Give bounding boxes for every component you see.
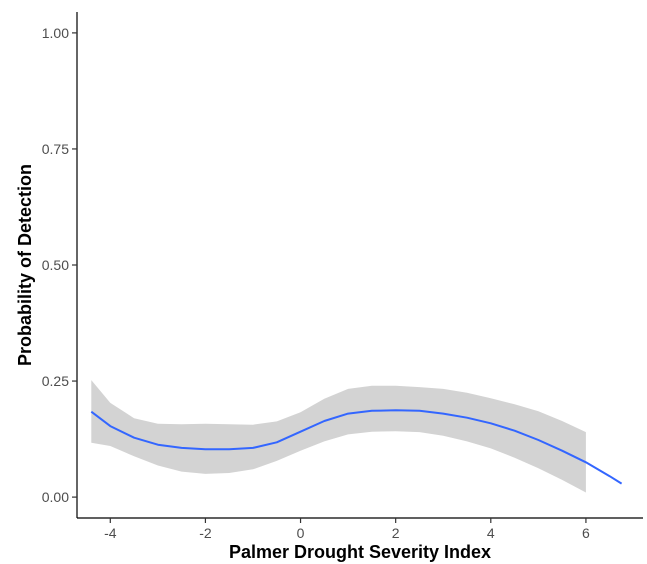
x-tick-label: 2	[392, 525, 400, 541]
x-tick-label: -4	[104, 525, 117, 541]
x-axis-title: Palmer Drought Severity Index	[229, 542, 491, 562]
y-tick-label: 0.00	[42, 489, 69, 505]
y-tick-label: 0.25	[42, 373, 69, 389]
fitted-line	[90, 409, 623, 485]
x-tick-label: 0	[297, 525, 305, 541]
x-tick-label: -2	[199, 525, 212, 541]
tick-layer: 0.00 0.25 0.50 0.75 1.00 -4 -2 0 2 4 6	[42, 25, 590, 541]
y-tick-label: 0.75	[42, 141, 69, 157]
confidence-band	[91, 380, 586, 493]
confidence-band-layer	[91, 380, 586, 493]
fitted-line-layer	[90, 409, 623, 485]
y-axis-title: Probability of Detection	[15, 164, 35, 366]
y-tick-label: 1.00	[42, 25, 69, 41]
x-tick-label: 6	[582, 525, 590, 541]
x-tick-label: 4	[487, 525, 495, 541]
y-tick-label: 0.50	[42, 257, 69, 273]
